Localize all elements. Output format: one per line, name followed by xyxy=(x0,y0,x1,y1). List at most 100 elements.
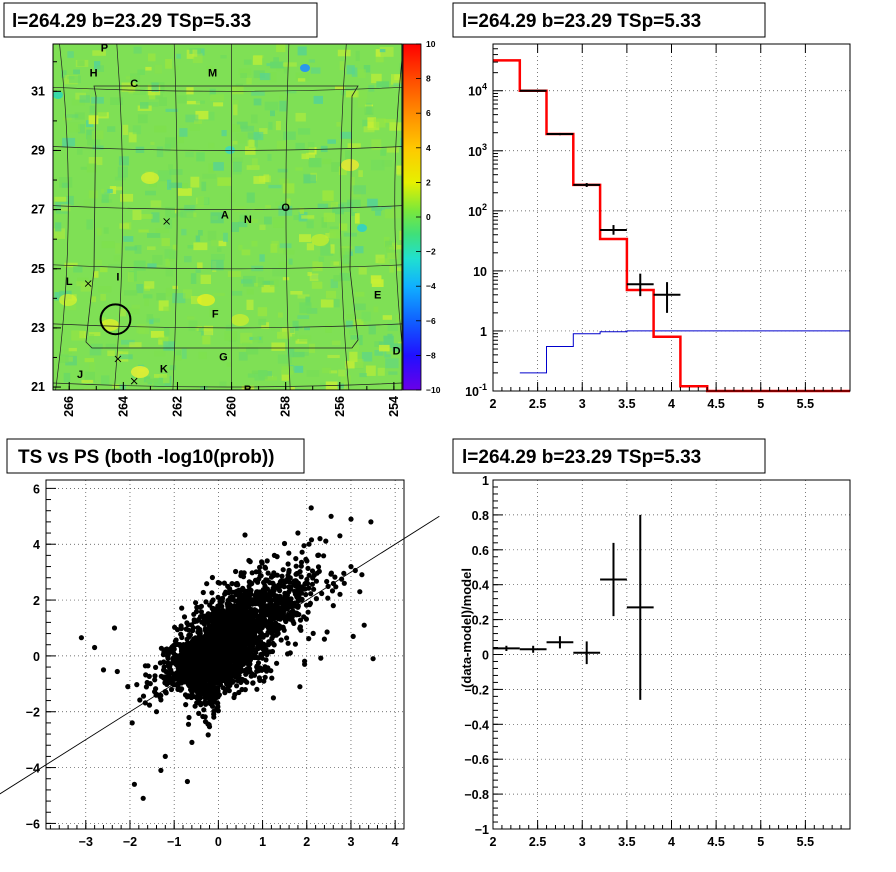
skymap-pixel xyxy=(301,215,315,219)
tsps-point xyxy=(245,647,251,653)
skymap-pixel xyxy=(307,142,315,153)
skymap-pixel xyxy=(273,57,279,64)
skymap-pixel xyxy=(217,177,232,186)
skymap-pixel xyxy=(192,53,203,64)
tsps-point xyxy=(265,570,271,576)
skymap-pixel xyxy=(295,112,306,122)
colorbar-tick-label: −2 xyxy=(426,247,436,257)
skymap-pixel xyxy=(375,210,382,216)
tsps-point xyxy=(206,722,212,728)
tsps-point xyxy=(313,596,319,602)
skymap-pixel xyxy=(154,374,167,378)
tsps-point xyxy=(178,625,184,632)
tsps-point xyxy=(162,753,168,760)
skymap-pixel xyxy=(276,44,286,53)
tsps-point xyxy=(225,583,231,589)
skymap-pixel xyxy=(264,101,279,111)
tsps-point xyxy=(274,554,280,560)
skymap-pixel xyxy=(101,241,115,249)
skymap-hot-spot xyxy=(311,234,329,246)
skymap-pixel xyxy=(87,135,101,146)
tsps-point xyxy=(223,619,229,625)
skymap-pixel xyxy=(154,350,166,357)
skymap-pixel xyxy=(330,244,335,254)
skymap-pixel xyxy=(74,112,85,120)
skymap-pixel xyxy=(276,66,281,72)
tsps-point xyxy=(179,663,185,669)
skymap-pixel xyxy=(392,242,398,250)
tsps-point xyxy=(221,658,227,664)
skymap-pixel xyxy=(338,262,352,270)
tsps-point xyxy=(177,642,183,648)
tsps-point xyxy=(337,591,343,597)
skymap-pixel xyxy=(103,227,109,234)
skymap-pixel xyxy=(299,335,312,342)
skymap-pixel xyxy=(150,141,155,145)
skymap-pixel xyxy=(390,343,402,352)
tsps-point xyxy=(238,665,244,671)
skymap-pixel xyxy=(377,367,385,376)
skymap-title-box xyxy=(3,2,318,38)
skymap-pixel xyxy=(399,63,402,72)
skymap-pixel xyxy=(100,294,106,301)
skymap-pixel xyxy=(114,176,126,181)
skymap-pixel xyxy=(325,233,334,238)
tsps-point xyxy=(348,564,354,570)
skymap-pixel xyxy=(233,104,238,116)
tsps-point xyxy=(212,674,218,681)
skymap-pixel xyxy=(306,243,315,251)
skymap-pixel xyxy=(278,243,285,254)
tsps-point xyxy=(203,672,209,678)
skymap-pixel xyxy=(112,384,119,388)
tsps-point xyxy=(199,677,205,683)
tsps-point xyxy=(131,781,137,787)
tsps-point xyxy=(297,617,304,623)
skymap-pixel xyxy=(219,381,227,387)
tsps-x-tick-label: 1 xyxy=(259,835,266,849)
skymap-pixel xyxy=(73,266,83,273)
skymap-pixel xyxy=(84,358,94,363)
skymap-pixel xyxy=(311,281,323,289)
tsps-point xyxy=(306,572,312,578)
skymap-pixel xyxy=(86,163,97,173)
skymap-pixel xyxy=(379,46,394,57)
tsps-point xyxy=(357,589,363,595)
tsps-line xyxy=(0,515,440,795)
spectrum-x-tick-label: 4 xyxy=(668,397,675,411)
tsps-point xyxy=(208,635,214,641)
skymap-pixel xyxy=(98,286,112,293)
spectrum-y-tick-label: 102 xyxy=(468,202,487,219)
skymap-pixel xyxy=(119,308,126,317)
tsps-point xyxy=(222,690,228,696)
skymap-pixel xyxy=(271,326,276,331)
skymap-pixel xyxy=(195,110,209,120)
tsps-y-tick-label: −6 xyxy=(26,817,40,831)
colorbar-tick-label: −10 xyxy=(426,385,441,395)
tsps-point xyxy=(145,663,151,669)
skymap-x-tick-label: 256 xyxy=(333,396,347,417)
skymap-pixel xyxy=(325,240,330,247)
tsps-point xyxy=(143,672,149,678)
skymap-pixel xyxy=(276,140,287,150)
tsps-point xyxy=(242,614,248,620)
skymap-y-tick-label: 29 xyxy=(31,144,45,158)
tsps-point xyxy=(208,630,214,636)
skymap-pixel xyxy=(288,258,293,265)
skymap-pixel xyxy=(330,279,338,288)
residuals-y-tick-label: 0.6 xyxy=(472,544,489,558)
tsps-point xyxy=(152,673,158,679)
skymap-pixel xyxy=(63,372,71,383)
skymap-pixel xyxy=(80,166,89,170)
tsps-point xyxy=(321,553,327,559)
tsps-point xyxy=(297,684,303,690)
skymap-pixel xyxy=(389,122,402,131)
skymap-pixel xyxy=(364,106,374,115)
skymap-pixel xyxy=(306,308,318,314)
residuals-x-tick-label: 5 xyxy=(757,835,764,849)
tsps-point xyxy=(324,578,330,585)
skymap-pixel xyxy=(122,347,129,353)
skymap-pixel xyxy=(197,196,204,208)
skymap-pixel xyxy=(295,72,310,81)
skymap-source-label: G xyxy=(219,351,228,363)
skymap-roi-outline xyxy=(85,85,359,349)
